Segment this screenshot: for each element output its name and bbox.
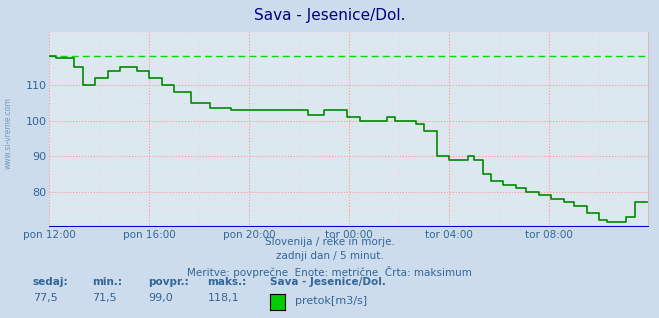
Text: min.:: min.: (92, 277, 123, 287)
Text: 77,5: 77,5 (33, 293, 58, 302)
Text: Sava - Jesenice/Dol.: Sava - Jesenice/Dol. (270, 277, 386, 287)
Text: 118,1: 118,1 (208, 293, 239, 302)
Text: Meritve: povprečne  Enote: metrične  Črta: maksimum: Meritve: povprečne Enote: metrične Črta:… (187, 266, 472, 278)
Text: 99,0: 99,0 (148, 293, 173, 302)
Text: sedaj:: sedaj: (33, 277, 69, 287)
Text: povpr.:: povpr.: (148, 277, 189, 287)
Text: Sava - Jesenice/Dol.: Sava - Jesenice/Dol. (254, 8, 405, 23)
Text: Slovenija / reke in morje.: Slovenija / reke in morje. (264, 237, 395, 247)
Text: maks.:: maks.: (208, 277, 247, 287)
Text: pretok[m3/s]: pretok[m3/s] (295, 295, 367, 306)
Text: 71,5: 71,5 (92, 293, 117, 302)
Text: zadnji dan / 5 minut.: zadnji dan / 5 minut. (275, 251, 384, 261)
Text: www.si-vreme.com: www.si-vreme.com (3, 98, 13, 169)
